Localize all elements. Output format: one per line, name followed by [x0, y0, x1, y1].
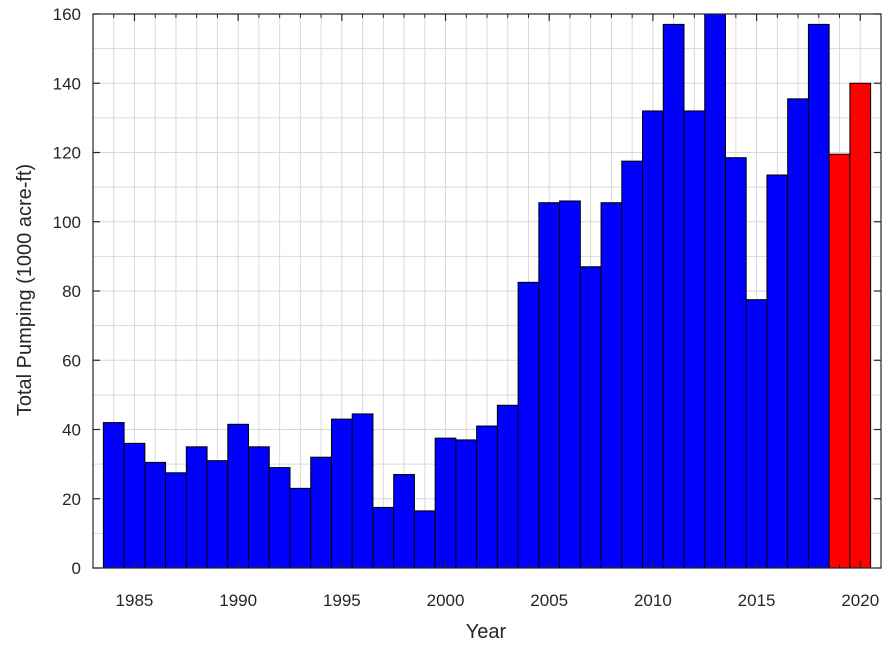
bar — [455, 439, 478, 569]
bar — [330, 418, 353, 569]
bar — [766, 174, 789, 569]
x-tick-label: 1990 — [219, 591, 257, 610]
y-tick-label: 40 — [62, 421, 81, 440]
bar — [724, 157, 747, 569]
y-tick-label: 140 — [53, 74, 81, 93]
bar — [621, 160, 644, 569]
bar — [828, 153, 851, 569]
bar — [538, 202, 561, 569]
tick-labels: 1985 1990 1995 2000 2005 2010 2015 2020 0 20 40 60 8… — [53, 5, 880, 610]
bar — [787, 98, 809, 569]
y-tick-label: 160 — [53, 5, 81, 24]
y-tick-label: 0 — [72, 559, 81, 578]
bar — [393, 474, 415, 569]
bar — [310, 456, 332, 569]
bar — [807, 23, 830, 569]
bar — [165, 472, 187, 569]
bar — [662, 23, 685, 569]
bar — [351, 413, 374, 569]
y-axis-label: Total Pumping (1000 acre-ft) — [14, 164, 36, 416]
bar — [745, 299, 768, 569]
x-tick-label: 1995 — [323, 591, 361, 610]
x-tick-label: 2000 — [427, 591, 465, 610]
y-tick-label: 120 — [53, 144, 81, 163]
x-tick-label: 2005 — [530, 591, 568, 610]
bar — [413, 510, 436, 569]
bar — [144, 461, 167, 569]
x-axis-label: Year — [466, 621, 507, 643]
x-tick-label: 2020 — [841, 591, 879, 610]
bar — [102, 422, 125, 569]
bar — [123, 442, 146, 569]
y-tick-label: 60 — [62, 351, 81, 370]
y-tick-label: 20 — [62, 490, 81, 509]
bar — [600, 202, 623, 569]
bar — [227, 423, 250, 569]
bar — [476, 425, 498, 569]
bar — [372, 506, 395, 569]
bar — [496, 404, 519, 569]
bar — [642, 110, 664, 569]
bar — [206, 460, 229, 569]
bar — [683, 110, 706, 569]
bar — [559, 200, 581, 569]
bar — [248, 446, 270, 569]
bar — [434, 437, 457, 569]
x-tick-label: 1985 — [116, 591, 154, 610]
bar — [517, 281, 540, 569]
bar — [704, 13, 726, 569]
bar — [289, 487, 312, 569]
bar — [268, 467, 291, 569]
bar — [185, 446, 208, 569]
x-tick-label: 2015 — [738, 591, 776, 610]
y-tick-label: 80 — [62, 282, 81, 301]
bar — [579, 266, 602, 569]
y-tick-label: 100 — [53, 213, 81, 232]
bars — [102, 13, 872, 569]
bar — [849, 82, 872, 569]
axes — [92, 13, 882, 569]
x-tick-label: 2010 — [634, 591, 672, 610]
